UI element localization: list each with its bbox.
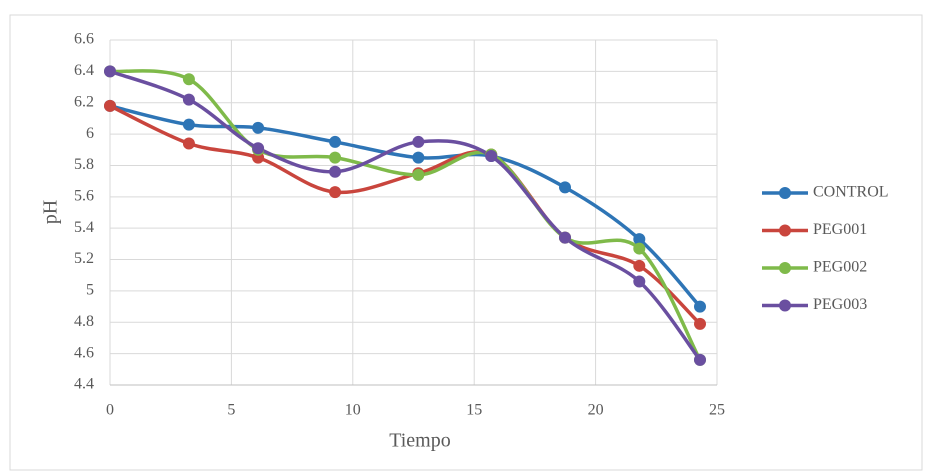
chart-border	[9, 14, 923, 471]
data-point	[412, 168, 425, 181]
legend-label: PEG001	[813, 221, 867, 238]
y-tick-label: 6.4	[74, 62, 94, 79]
data-point	[329, 135, 342, 148]
data-point	[329, 165, 342, 178]
data-point	[412, 151, 425, 164]
data-point	[252, 142, 265, 155]
data-point	[252, 121, 265, 134]
x-tick-label: 15	[466, 402, 482, 419]
y-tick-label: 6	[86, 125, 94, 142]
data-point	[694, 353, 707, 366]
x-tick-label: 5	[227, 402, 235, 419]
data-point	[329, 151, 342, 164]
data-point	[182, 137, 195, 150]
data-point	[694, 317, 707, 330]
y-tick-label: 6.2	[74, 93, 94, 110]
legend-marker	[779, 262, 791, 274]
x-tick-label: 0	[106, 402, 114, 419]
x-tick-label: 20	[588, 402, 604, 419]
x-tick-label: 10	[345, 402, 361, 419]
x-axis-label: Tiempo	[389, 430, 451, 452]
legend: CONTROL PEG001 PEG002 PEG003	[762, 184, 889, 313]
data-point	[633, 275, 646, 288]
y-tick-label: 4.4	[74, 376, 94, 393]
data-point	[329, 186, 342, 199]
legend-label: CONTROL	[813, 184, 889, 201]
data-point	[633, 233, 646, 246]
y-axis-label: pH	[40, 200, 62, 224]
legend-marker	[779, 299, 791, 312]
data-point	[633, 242, 646, 255]
data-point	[182, 73, 195, 86]
data-point	[104, 65, 116, 78]
data-point	[412, 135, 425, 148]
data-point	[485, 150, 498, 163]
data-point	[104, 99, 116, 112]
legend-label: PEG002	[813, 259, 867, 276]
y-tick-label: 5	[86, 282, 94, 299]
x-tick-label: 25	[709, 402, 725, 419]
y-tick-label: 4.6	[74, 344, 94, 361]
data-point	[182, 93, 195, 106]
data-point	[633, 259, 646, 272]
legend-label: PEG003	[813, 296, 867, 313]
y-tick-label: 5.6	[74, 187, 94, 204]
data-point	[182, 118, 195, 131]
data-point	[559, 231, 572, 244]
legend-marker	[779, 187, 791, 199]
y-tick-label: 5.4	[74, 219, 94, 236]
legend-marker	[779, 224, 791, 237]
y-tick-label: 4.8	[74, 313, 94, 330]
y-tick-label: 5.8	[74, 156, 94, 173]
data-point	[694, 300, 707, 313]
y-tick-label: 5.2	[74, 250, 94, 267]
y-tick-label: 6.6	[74, 31, 94, 48]
data-point	[559, 181, 572, 194]
